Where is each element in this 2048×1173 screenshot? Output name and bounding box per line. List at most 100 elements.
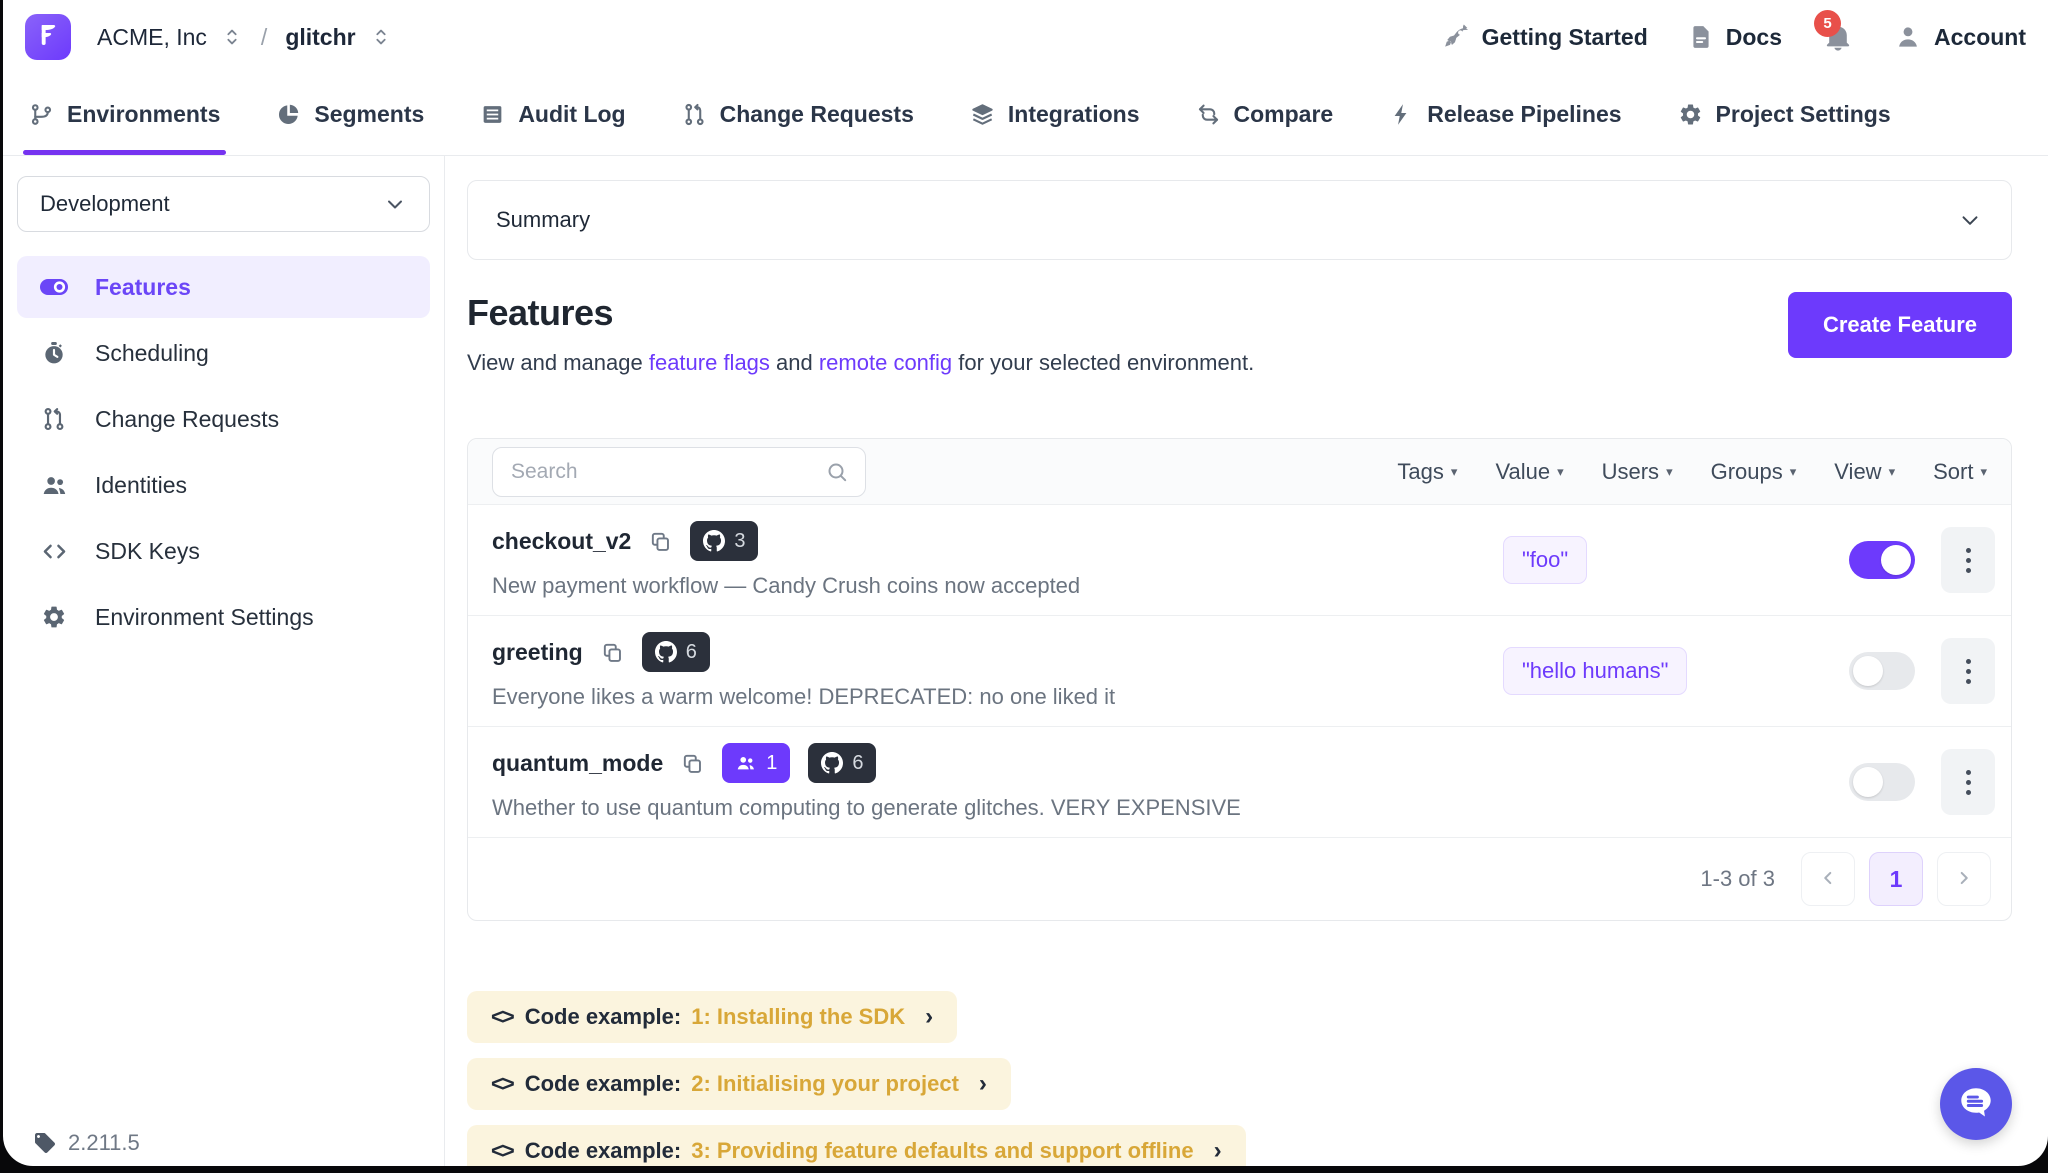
feature-toggle[interactable] [1849, 763, 1915, 801]
code-example-prefix: Code example: [524, 1138, 682, 1163]
notifications-count-badge: 5 [1814, 10, 1841, 37]
project-switcher-icon[interactable] [370, 26, 392, 48]
pagination-next-button[interactable] [1937, 852, 1991, 906]
toggle-icon [39, 277, 69, 297]
person-icon [1894, 23, 1922, 51]
github-badge[interactable]: 3 [690, 521, 759, 561]
remote-config-link[interactable]: remote config [818, 350, 953, 375]
tab-project-settings[interactable]: Project Settings [1678, 74, 1891, 155]
create-feature-button[interactable]: Create Feature [1788, 292, 2012, 358]
feature-row[interactable]: greeting 6 Everyone likes a w [468, 616, 2011, 727]
code-icon: <> [491, 1138, 515, 1163]
filter-sort[interactable]: Sort ▾ [1933, 459, 1987, 485]
getting-started-link[interactable]: Getting Started [1442, 23, 1648, 51]
tab-segments[interactable]: Segments [276, 74, 424, 155]
sidebar-item-scheduling[interactable]: Scheduling [17, 322, 430, 384]
filter-view[interactable]: View ▾ [1834, 459, 1895, 485]
github-icon [821, 752, 844, 774]
chat-support-button[interactable] [1940, 1068, 2012, 1140]
row-menu-button[interactable] [1941, 527, 1995, 593]
filter-label: Users [1601, 458, 1660, 484]
code-example-2[interactable]: <> Code example: 2: Initialising your pr… [467, 1058, 1011, 1110]
account-menu[interactable]: Account [1894, 23, 2026, 51]
flagsmith-logo[interactable] [25, 14, 71, 60]
tab-change-requests[interactable]: Change Requests [682, 74, 914, 155]
sidebar-item-identities[interactable]: Identities [17, 454, 430, 516]
gear-icon [1678, 102, 1703, 127]
github-badge[interactable]: 6 [641, 632, 710, 672]
sidebar-item-sdk-keys[interactable]: SDK Keys [17, 520, 430, 582]
filter-label: View [1834, 458, 1882, 484]
getting-started-label: Getting Started [1481, 23, 1648, 50]
subtitle-text: and [769, 350, 819, 375]
tab-release-pipelines[interactable]: Release Pipelines [1389, 74, 1622, 155]
filter-users[interactable]: Users ▾ [1602, 459, 1673, 485]
project-name[interactable]: glitchr [285, 23, 356, 50]
chevron-left-icon [1817, 867, 1839, 892]
segment-users-badge[interactable]: 1 [722, 743, 791, 783]
table-filters: Tags ▾ Value ▾ Users ▾ Groups ▾ View ▾ Sort ▾ [1397, 459, 1987, 485]
filter-value[interactable]: Value ▾ [1495, 459, 1563, 485]
notifications-button[interactable]: 5 [1814, 10, 1854, 53]
sidebar-item-environment-settings[interactable]: Environment Settings [17, 586, 430, 648]
code-example-3[interactable]: <> Code example: 3: Providing feature de… [467, 1125, 1246, 1166]
feature-row[interactable]: checkout_v2 3 New payment wor [468, 505, 2011, 616]
users-count: 1 [766, 751, 778, 774]
org-switcher-icon[interactable] [221, 26, 243, 48]
tab-label: Project Settings [1715, 101, 1891, 127]
summary-collapsible[interactable]: Summary [467, 180, 2012, 260]
git-branch-icon [29, 102, 54, 127]
rocket-icon [1442, 23, 1470, 51]
features-header: Features View and manage feature flags a… [467, 292, 2012, 376]
page-subtitle: View and manage feature flags and remote… [467, 350, 1254, 376]
chevron-right-icon: › [978, 1070, 987, 1097]
gear-icon [39, 604, 69, 630]
caret-down-icon: ▾ [1980, 463, 1987, 479]
sidebar-item-change-requests[interactable]: Change Requests [17, 388, 430, 450]
feature-flags-link[interactable]: feature flags [648, 350, 770, 375]
search-input[interactable] [509, 458, 825, 485]
tab-integrations[interactable]: Integrations [970, 74, 1140, 155]
breadcrumb-separator: / [260, 23, 268, 50]
row-menu-button[interactable] [1941, 638, 1995, 704]
flagsmith-logo-icon [33, 20, 63, 55]
filter-groups[interactable]: Groups ▾ [1711, 459, 1797, 485]
feature-toggle[interactable] [1849, 652, 1915, 690]
copy-icon[interactable] [601, 641, 624, 664]
tab-label: Segments [314, 101, 425, 127]
caret-down-icon: ▾ [1888, 463, 1896, 479]
search-box [492, 446, 866, 497]
environment-selector[interactable]: Development [17, 176, 430, 232]
feature-toggle[interactable] [1849, 541, 1915, 579]
features-table-toolbar: Tags ▾ Value ▾ Users ▾ Groups ▾ View ▾ Sort ▾ [468, 439, 2011, 505]
code-brackets-icon [39, 538, 69, 565]
sidebar-item-features[interactable]: Features [17, 256, 430, 318]
list-icon [480, 102, 505, 127]
code-example-prefix: Code example: [524, 1004, 682, 1029]
pagination-prev-button[interactable] [1801, 852, 1855, 906]
search-icon [825, 460, 849, 484]
org-name[interactable]: ACME, Inc [97, 23, 207, 50]
filter-tags[interactable]: Tags ▾ [1397, 459, 1457, 485]
account-label: Account [1934, 23, 2026, 50]
copy-icon[interactable] [649, 530, 672, 553]
copy-icon[interactable] [681, 752, 704, 775]
pagination-range: 1-3 of 3 [1700, 866, 1775, 891]
code-example-1[interactable]: <> Code example: 1: Installing the SDK › [467, 991, 958, 1043]
chevron-right-icon [1953, 867, 1975, 892]
tab-environments[interactable]: Environments [22, 74, 227, 155]
row-menu-button[interactable] [1941, 749, 1995, 815]
filter-label: Groups [1710, 458, 1783, 484]
feature-row[interactable]: quantum_mode 1 [468, 727, 2011, 838]
tab-label: Environments [67, 101, 221, 127]
github-badge[interactable]: 6 [808, 743, 877, 783]
docs-link[interactable]: Docs [1688, 24, 1782, 51]
tab-compare[interactable]: Compare [1196, 74, 1333, 155]
pagination-page-1[interactable]: 1 [1869, 852, 1923, 906]
git-pull-request-icon [682, 102, 707, 127]
tab-audit-log[interactable]: Audit Log [480, 74, 626, 155]
stopwatch-icon [39, 340, 69, 366]
github-icon [654, 641, 677, 663]
feature-value-chip: "foo" [1503, 536, 1588, 584]
chevron-down-icon [1957, 207, 1983, 233]
